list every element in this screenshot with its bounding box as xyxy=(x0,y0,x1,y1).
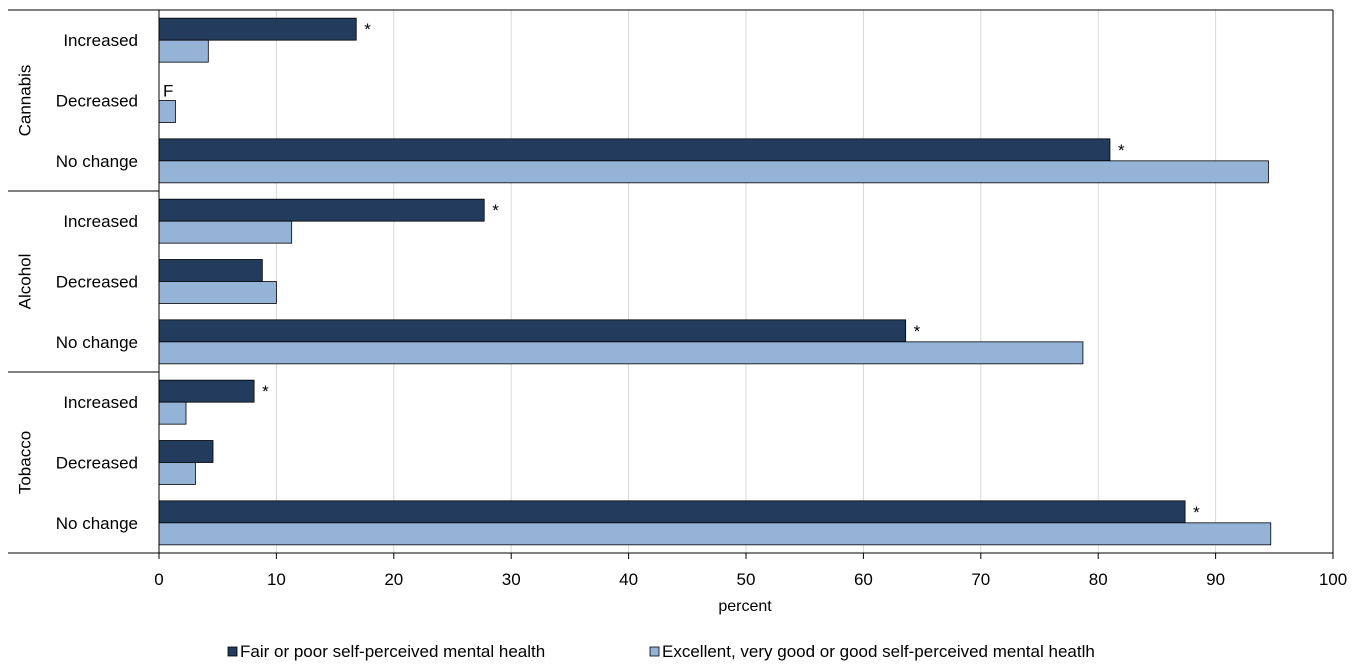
category-label-cannabis-increased: Increased xyxy=(63,31,138,50)
bar-cannabis-increased-series-2 xyxy=(158,39,209,63)
x-tick-label-30: 30 xyxy=(502,570,521,589)
category-label-cannabis-no-change: No change xyxy=(56,152,138,171)
axis-layer: 0 10 20 30 40 50 60 70 80 90 100 xyxy=(8,9,1347,589)
category-label-tobacco-decreased: Decreased xyxy=(56,454,138,473)
annotation-alcohol-increased: * xyxy=(492,201,499,220)
category-label-alcohol-no-change: No change xyxy=(56,333,138,352)
bars-layer xyxy=(158,17,1272,546)
category-label-tobacco-increased: Increased xyxy=(63,393,138,412)
bar-tobacco-no-change-series-1 xyxy=(158,500,1186,524)
bar-alcohol-decreased-series-2 xyxy=(158,281,277,304)
bar-alcohol-increased-series-2 xyxy=(158,220,293,244)
group-label-tobacco: Tobacco xyxy=(15,431,34,494)
bar-tobacco-decreased-series-2 xyxy=(158,462,196,485)
bar-alcohol-no-change-series-2 xyxy=(158,341,1084,365)
legend: Fair or poor self-perceived mental healt… xyxy=(227,642,1095,661)
category-label-alcohol-decreased: Decreased xyxy=(56,273,138,292)
x-tick-label-40: 40 xyxy=(619,570,638,589)
grid-layer xyxy=(275,10,1217,553)
x-tick-label-60: 60 xyxy=(854,570,873,589)
annotation-cannabis-increased: * xyxy=(364,20,371,39)
legend-swatch-series-2 xyxy=(649,646,660,657)
x-tick-label-0: 0 xyxy=(154,570,163,589)
bar-cannabis-no-change-series-1 xyxy=(158,138,1111,162)
annotation-cannabis-decreased: F xyxy=(163,82,173,101)
bar-alcohol-no-change-series-1 xyxy=(158,319,907,343)
x-tick-label-90: 90 xyxy=(1206,570,1225,589)
category-label-tobacco-no-change: No change xyxy=(56,514,138,533)
x-axis-title: percent xyxy=(718,598,772,615)
annotation-alcohol-no-change: * xyxy=(914,322,921,341)
x-tick-label-10: 10 xyxy=(267,570,286,589)
annotation-tobacco-no-change: * xyxy=(1193,503,1200,522)
bar-alcohol-increased-series-1 xyxy=(158,198,485,222)
labels-layer: Cannabis Increased * Decreased F No change * Al… xyxy=(15,20,1200,533)
category-label-alcohol-increased: Increased xyxy=(63,212,138,231)
bar-tobacco-no-change-series-2 xyxy=(158,522,1272,546)
bar-cannabis-decreased-series-2 xyxy=(158,100,176,123)
legend-swatch-series-1 xyxy=(227,646,238,657)
bar-tobacco-decreased-series-1 xyxy=(158,440,214,463)
group-label-alcohol: Alcohol xyxy=(15,254,34,310)
category-label-cannabis-decreased: Decreased xyxy=(56,92,138,111)
legend-label-series-1: Fair or poor self-perceived mental healt… xyxy=(240,642,545,661)
x-tick-label-80: 80 xyxy=(1089,570,1108,589)
x-tick-label-100: 100 xyxy=(1319,570,1347,589)
bar-cannabis-no-change-series-2 xyxy=(158,160,1269,184)
annotation-tobacco-increased: * xyxy=(262,382,269,401)
x-tick-label-70: 70 xyxy=(971,570,990,589)
annotation-cannabis-no-change: * xyxy=(1118,141,1125,160)
bar-tobacco-increased-series-1 xyxy=(158,379,255,403)
bar-tobacco-increased-series-2 xyxy=(158,401,187,425)
x-tick-label-20: 20 xyxy=(384,570,403,589)
bar-alcohol-decreased-series-1 xyxy=(158,259,263,282)
x-tick-label-50: 50 xyxy=(737,570,756,589)
group-label-cannabis: Cannabis xyxy=(15,65,34,137)
legend-label-series-2: Excellent, very good or good self-percei… xyxy=(662,642,1095,661)
bar-cannabis-increased-series-1 xyxy=(158,17,357,41)
